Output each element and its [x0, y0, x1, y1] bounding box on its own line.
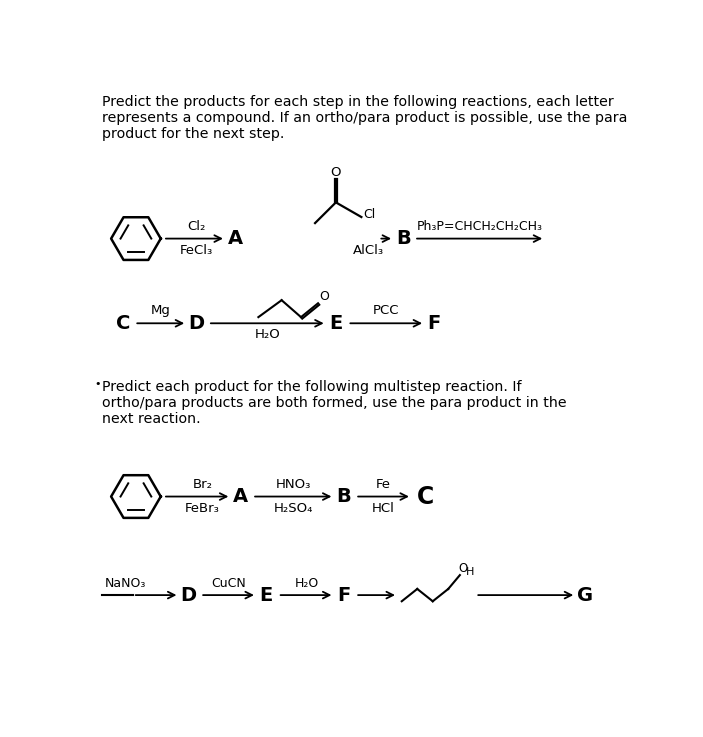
Text: FeCl₃: FeCl₃ — [180, 245, 213, 257]
Text: FeBr₃: FeBr₃ — [185, 503, 220, 515]
Text: •: • — [94, 379, 101, 389]
Text: Cl: Cl — [363, 209, 375, 221]
Text: Fe: Fe — [375, 478, 391, 491]
Text: Cl₂: Cl₂ — [187, 220, 205, 233]
Text: D: D — [188, 314, 205, 333]
Text: H₂O: H₂O — [295, 577, 318, 590]
Text: H: H — [466, 567, 474, 577]
Text: Predict each product for the following multistep reaction. If
ortho/para product: Predict each product for the following m… — [102, 380, 567, 426]
Text: O: O — [458, 562, 467, 575]
Text: G: G — [577, 586, 593, 604]
Text: A: A — [228, 229, 243, 248]
Text: H₂SO₄: H₂SO₄ — [273, 503, 313, 515]
Text: Ph₃P=CHCH₂CH₂CH₃: Ph₃P=CHCH₂CH₂CH₃ — [416, 220, 542, 233]
Text: CuCN: CuCN — [212, 577, 246, 590]
Text: F: F — [427, 314, 441, 333]
Text: B: B — [336, 487, 351, 506]
Text: O: O — [330, 166, 341, 179]
Text: HNO₃: HNO₃ — [276, 478, 311, 491]
Text: NaNO₃: NaNO₃ — [104, 577, 146, 590]
Text: C: C — [416, 484, 434, 509]
Text: E: E — [259, 586, 273, 604]
Text: PCC: PCC — [373, 304, 399, 318]
Text: B: B — [396, 229, 411, 248]
Text: Mg: Mg — [150, 304, 171, 318]
Text: Br₂: Br₂ — [193, 478, 212, 491]
Text: C: C — [115, 314, 130, 333]
Text: AlCl₃: AlCl₃ — [353, 245, 384, 257]
Text: O: O — [319, 290, 329, 303]
Text: E: E — [329, 314, 342, 333]
Text: D: D — [181, 586, 197, 604]
Text: H₂O: H₂O — [254, 329, 280, 341]
Text: F: F — [337, 586, 350, 604]
Text: HCl: HCl — [372, 503, 394, 515]
Text: Predict the products for each step in the following reactions, each letter
repre: Predict the products for each step in th… — [102, 94, 627, 141]
Text: A: A — [233, 487, 248, 506]
